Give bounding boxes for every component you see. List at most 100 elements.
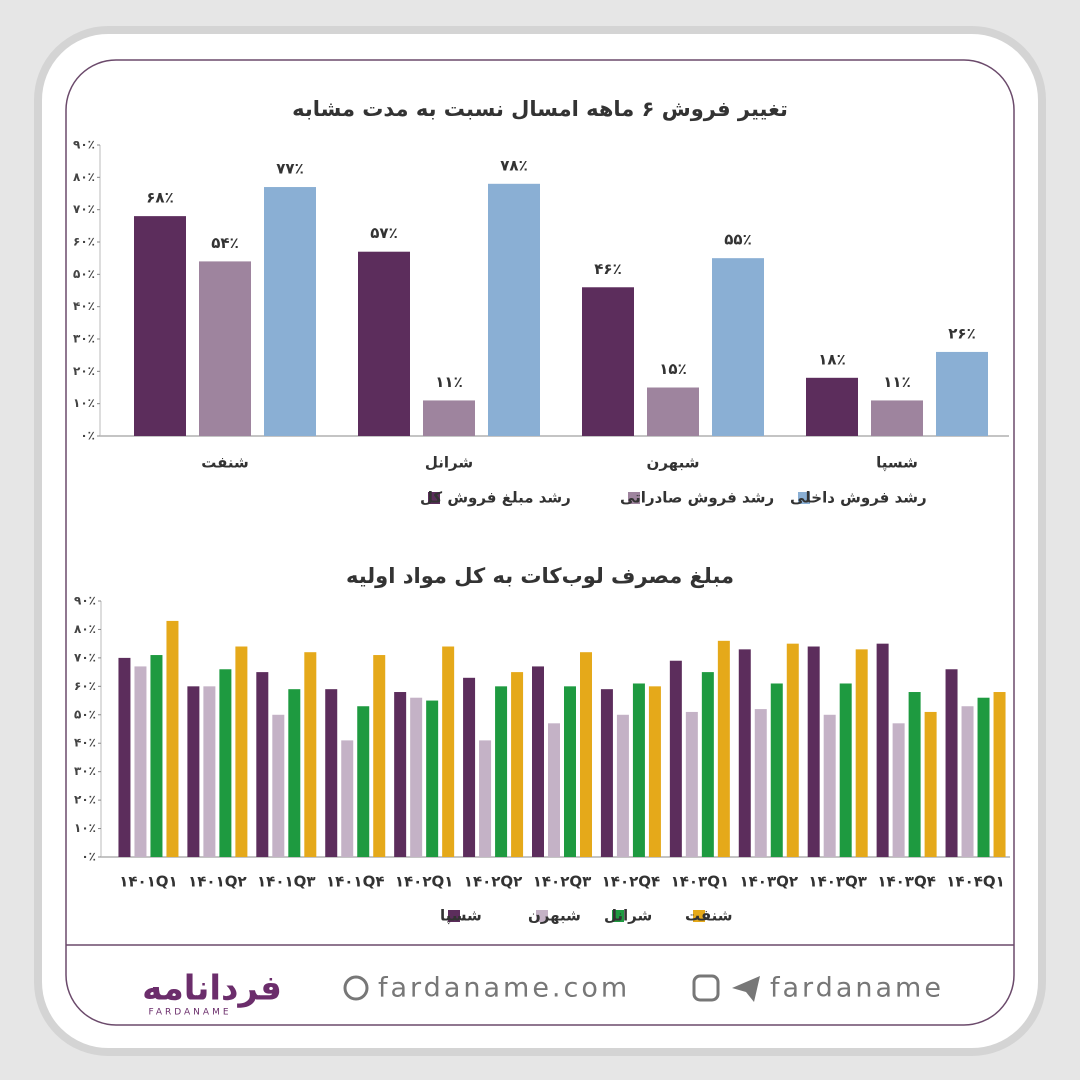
x-tick-label: شرانل bbox=[425, 454, 473, 472]
legend-label: رشد فروش داخلی bbox=[790, 489, 927, 507]
card bbox=[34, 26, 1046, 1056]
x-tick-label: شنفت bbox=[201, 454, 249, 472]
legend-swatch bbox=[612, 910, 624, 922]
bar bbox=[712, 258, 764, 436]
bar bbox=[823, 714, 836, 857]
bar bbox=[423, 400, 475, 436]
card-border bbox=[65, 59, 1015, 1026]
bar bbox=[977, 697, 990, 857]
x-tick-label: ۱۴۰۱Q۴ bbox=[326, 873, 385, 891]
y-tick-label: ۵۰٪ bbox=[74, 707, 96, 721]
logo: فردانامه bbox=[142, 969, 282, 1009]
x-tick-label: شسپا bbox=[876, 454, 918, 473]
legend-swatch bbox=[693, 910, 705, 922]
bar bbox=[892, 723, 905, 857]
legend-swatch bbox=[428, 492, 440, 504]
legend-swatch bbox=[628, 492, 640, 504]
data-label: ۱۱٪ bbox=[435, 373, 462, 391]
x-tick-label: ۱۴۰۲Q۳ bbox=[533, 873, 592, 891]
bar bbox=[908, 692, 921, 857]
bar bbox=[647, 387, 699, 436]
x-tick-label: ۱۴۰۲Q۱ bbox=[395, 873, 454, 891]
bar bbox=[272, 714, 285, 857]
instagram-icon bbox=[692, 974, 720, 1002]
x-tick-label: ۱۴۰۳Q۱ bbox=[671, 873, 730, 891]
bar bbox=[876, 643, 889, 857]
x-tick-label: ۱۴۰۲Q۲ bbox=[464, 873, 523, 891]
x-tick-label: ۱۴۰۱Q۱ bbox=[119, 873, 178, 891]
y-tick-label: ۶۰٪ bbox=[74, 679, 96, 693]
x-tick-label: ۱۴۰۳Q۲ bbox=[740, 873, 799, 891]
y-tick-label: ۹۰٪ bbox=[73, 138, 95, 152]
data-label: ۱۵٪ bbox=[659, 360, 686, 378]
legend-label: شسپا bbox=[440, 907, 482, 926]
y-tick-label: ۶۰٪ bbox=[73, 235, 95, 249]
legend-label: شرانل bbox=[604, 907, 652, 925]
data-label: ۱۱٪ bbox=[883, 373, 910, 391]
x-tick-label: ۱۴۰۳Q۳ bbox=[808, 873, 867, 891]
chart-title: تغییر فروش ۶ ماهه امسال نسبت به مدت مشاب… bbox=[292, 97, 788, 121]
data-label: ۱۸٪ bbox=[818, 350, 845, 368]
y-tick-label: ۳۰٪ bbox=[74, 764, 96, 778]
bar bbox=[304, 652, 317, 857]
bar bbox=[187, 686, 200, 857]
bar bbox=[134, 666, 147, 857]
bar bbox=[855, 649, 868, 857]
bar bbox=[442, 646, 455, 857]
bar bbox=[701, 672, 714, 857]
bar bbox=[134, 216, 186, 436]
bar bbox=[426, 700, 439, 857]
y-tick-label: ۲۰٪ bbox=[73, 364, 95, 378]
y-tick-label: ۴۰٪ bbox=[74, 736, 96, 750]
social: fardaname bbox=[770, 973, 944, 1004]
bar bbox=[961, 706, 974, 857]
bar bbox=[495, 686, 508, 857]
y-tick-label: ۹۰٪ bbox=[74, 594, 96, 608]
bar bbox=[166, 620, 179, 857]
bar bbox=[839, 683, 852, 857]
bar bbox=[479, 740, 492, 857]
y-tick-label: ۸۰٪ bbox=[74, 622, 96, 636]
bar bbox=[203, 686, 216, 857]
x-tick-label: ۱۴۰۱Q۲ bbox=[188, 873, 247, 891]
legend-label: رشد مبلغ فروش کل bbox=[420, 489, 571, 507]
bar bbox=[738, 649, 751, 857]
bar bbox=[924, 711, 937, 857]
data-label: ۷۷٪ bbox=[276, 160, 303, 178]
bar bbox=[410, 697, 423, 857]
bar bbox=[264, 187, 316, 436]
y-tick-label: ۳۰٪ bbox=[73, 332, 95, 346]
y-tick-label: ۱۰٪ bbox=[73, 396, 95, 410]
bar bbox=[648, 686, 661, 857]
bar bbox=[993, 692, 1006, 857]
legend-label: رشد فروش صادراتی bbox=[620, 489, 774, 507]
globe-icon bbox=[343, 975, 369, 1001]
bar bbox=[600, 689, 613, 857]
bar bbox=[564, 686, 576, 857]
x-tick-label: ۱۴۰۳Q۴ bbox=[877, 873, 936, 891]
y-tick-label: ۰٪ bbox=[80, 429, 95, 443]
bar bbox=[325, 689, 338, 857]
bar bbox=[341, 740, 354, 857]
x-tick-label: ۱۴۰۴Q۱ bbox=[946, 873, 1005, 891]
bar bbox=[806, 377, 858, 436]
bar bbox=[511, 672, 524, 857]
bar bbox=[770, 683, 783, 857]
legend-swatch bbox=[798, 492, 810, 504]
x-tick-label: ۱۴۰۲Q۴ bbox=[602, 873, 661, 891]
bar bbox=[357, 706, 370, 857]
bar bbox=[632, 683, 645, 857]
bar bbox=[256, 672, 269, 857]
bar bbox=[288, 689, 301, 857]
bar bbox=[754, 709, 767, 857]
y-tick-label: ۴۰٪ bbox=[73, 299, 95, 313]
y-tick-label: ۲۰٪ bbox=[74, 793, 96, 807]
bar bbox=[358, 251, 410, 436]
data-label: ۲۶٪ bbox=[948, 324, 975, 342]
x-tick-label: شبهرن bbox=[647, 454, 700, 472]
bar bbox=[463, 677, 476, 857]
data-label: ۷۸٪ bbox=[500, 156, 527, 174]
bar bbox=[669, 660, 682, 857]
bar bbox=[488, 183, 540, 436]
